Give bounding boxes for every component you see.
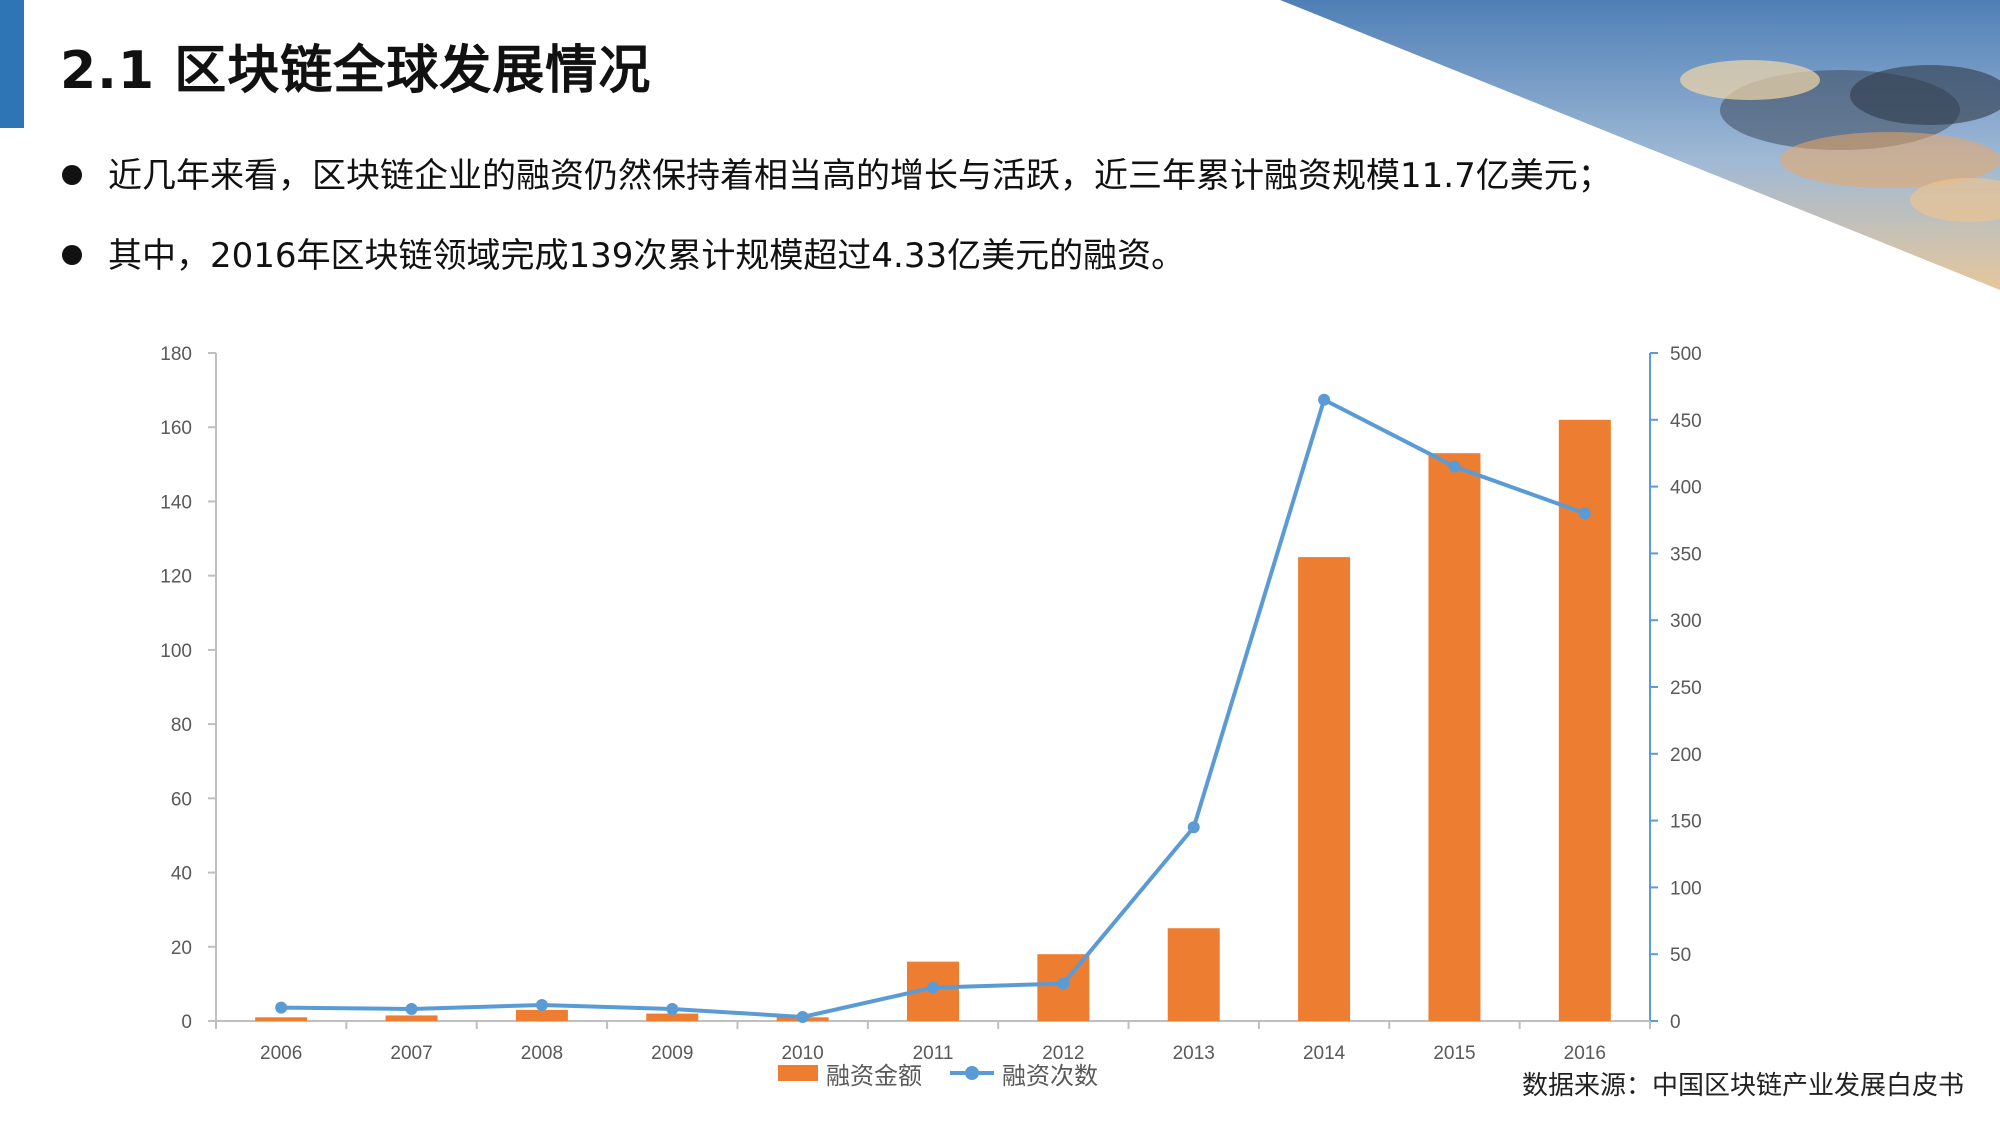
- page-title: 2.1 区块链全球发展情况: [60, 41, 652, 101]
- line-point-2015: [1448, 460, 1461, 473]
- y-left-tick-label: 100: [160, 641, 192, 662]
- legend-line-dot: [965, 1066, 979, 1080]
- sky-banner-image: [1280, 0, 2000, 290]
- legend-bar-swatch: [778, 1065, 818, 1081]
- legend-line-swatch: [950, 1066, 994, 1080]
- y-left-tick-label: 160: [160, 418, 192, 439]
- x-tick-label: 2009: [651, 1043, 693, 1064]
- bar-2007: [385, 1015, 438, 1021]
- x-tick-label: 2011: [913, 1043, 954, 1064]
- bar-2008: [515, 1009, 568, 1021]
- bullet-text-1: 近几年来看，区块链企业的融资仍然保持着相当高的增长与活跃，近三年累计融资规模11…: [108, 156, 1612, 196]
- y-left-tick-label: 140: [160, 492, 192, 513]
- bar-2009: [646, 1013, 699, 1021]
- x-tick-label: 2007: [390, 1043, 432, 1064]
- x-tick-label: 2012: [1042, 1043, 1084, 1064]
- y-right-tick-label: 250: [1670, 678, 1702, 699]
- chart-legend: 融资金额 融资次数: [778, 1055, 1098, 1091]
- line-point-2012: [1057, 977, 1070, 990]
- y-left-tick-label: 80: [171, 715, 192, 736]
- x-tick-label: 2013: [1173, 1043, 1215, 1064]
- y-right-tick-label: 500: [1670, 344, 1702, 365]
- x-tick-label: 2006: [260, 1043, 302, 1064]
- y-right-tick-label: 300: [1670, 611, 1702, 632]
- line-point-2010: [796, 1010, 809, 1023]
- x-tick-label: 2008: [521, 1043, 563, 1064]
- y-left-tick-label: 120: [160, 567, 192, 588]
- bullet-text-2: 其中，2016年区块链领域完成139次累计规模超过4.33亿美元的融资。: [108, 236, 1186, 276]
- x-tick-label: 2014: [1303, 1043, 1346, 1064]
- y-right-tick-label: 50: [1670, 945, 1691, 966]
- x-tick-label: 2016: [1564, 1043, 1606, 1064]
- bullet-item-2: 其中，2016年区块链领域完成139次累计规模超过4.33亿美元的融资。: [62, 228, 1185, 277]
- y-right-tick-label: 200: [1670, 745, 1702, 766]
- y-right-tick-label: 0: [1670, 1012, 1681, 1033]
- line-point-2014: [1318, 393, 1331, 406]
- y-left-tick-label: 60: [171, 789, 192, 810]
- y-right-tick-label: 100: [1670, 878, 1702, 899]
- line-point-2008: [535, 998, 548, 1011]
- bar-2014: [1298, 557, 1351, 1021]
- bar-2015: [1428, 453, 1481, 1021]
- y-left-tick-label: 180: [160, 344, 192, 365]
- x-tick-label: 2010: [781, 1043, 823, 1064]
- data-source-note: 数据来源：中国区块链产业发展白皮书: [1521, 1071, 1964, 1101]
- title-accent-bar: [0, 0, 24, 128]
- bar-2016: [1558, 419, 1611, 1021]
- bar-2006: [255, 1017, 308, 1021]
- legend-bar-label: 融资金额: [826, 1061, 922, 1090]
- legend-line-label: 融资次数: [1002, 1061, 1098, 1090]
- bar-2013: [1167, 928, 1220, 1021]
- line-point-2011: [927, 981, 939, 994]
- line-series-count: [281, 397, 1586, 1019]
- y-left-tick-label: 40: [171, 864, 192, 885]
- y-right-tick-label: 400: [1670, 478, 1702, 499]
- y-left-tick-label: 20: [171, 938, 192, 959]
- y-left-tick-label: 0: [181, 1012, 192, 1033]
- line-point-2009: [666, 1002, 679, 1015]
- bullet-dot-icon: [62, 244, 82, 265]
- x-tick-label: 2015: [1433, 1043, 1475, 1064]
- y-right-tick-label: 350: [1670, 544, 1702, 565]
- line-point-2013: [1187, 821, 1200, 834]
- bullet-item-1: 近几年来看，区块链企业的融资仍然保持着相当高的增长与活跃，近三年累计融资规模11…: [62, 148, 1612, 197]
- line-point-2016: [1578, 507, 1591, 520]
- bullet-dot-icon: [62, 164, 82, 185]
- line-point-2007: [405, 1002, 418, 1015]
- line-point-2006: [275, 1001, 288, 1014]
- y-right-tick-label: 150: [1670, 812, 1702, 833]
- y-right-tick-label: 450: [1670, 411, 1702, 432]
